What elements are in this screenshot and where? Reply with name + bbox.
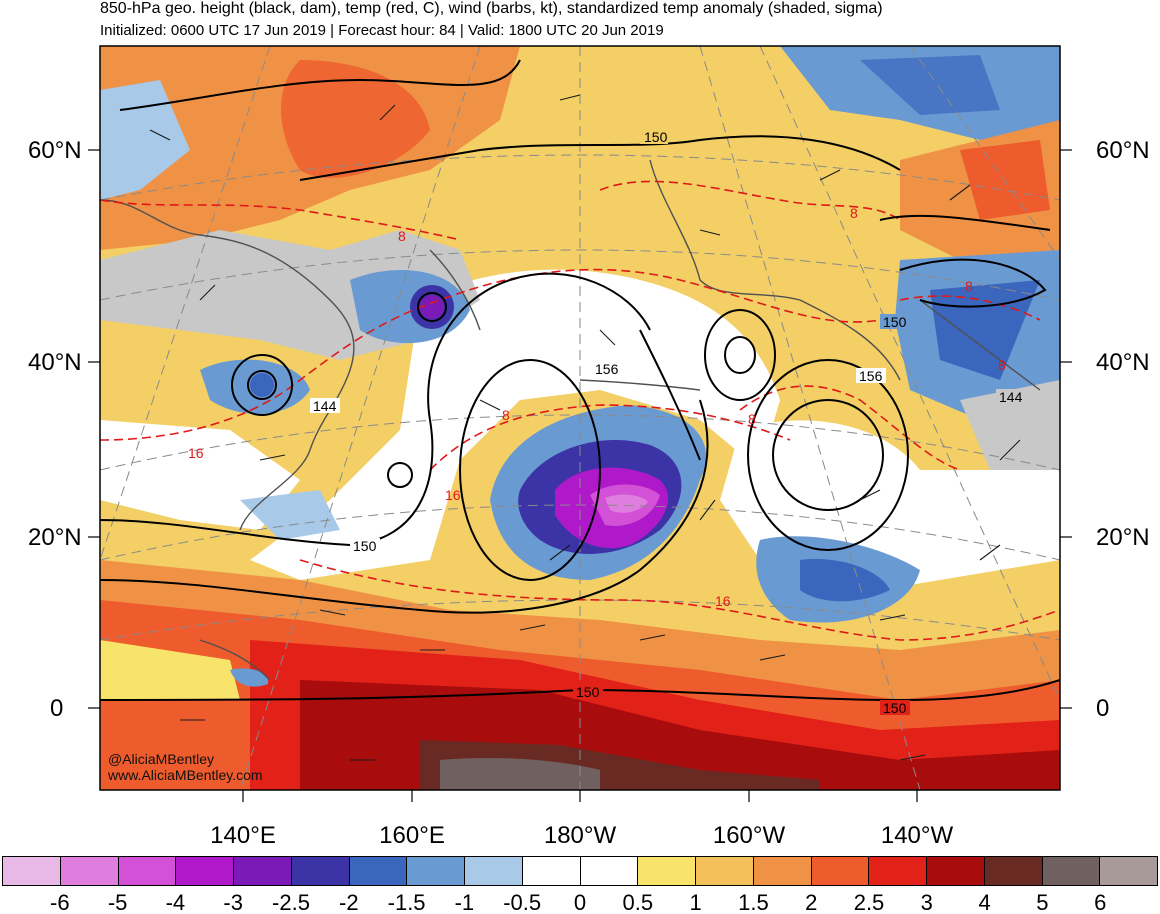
lat-label-60n-right: 60°N: [1096, 137, 1150, 164]
lat-label-20n-left: 20°N: [28, 524, 82, 551]
credit-handle: @AliciaMBentley: [108, 751, 215, 767]
wind-barbs: [149, 94, 1021, 761]
temp-label-8-c: 8: [748, 411, 756, 427]
height-label-150-southeast: 150: [883, 700, 907, 716]
temperature-contours: [100, 180, 1060, 641]
height-label-144-west: 144: [313, 398, 337, 414]
lat-label-0-right: 0: [1096, 695, 1110, 722]
colorbar-tick-label: 0.5: [622, 890, 654, 914]
colorbar-tick-label: -6: [50, 890, 70, 914]
lat-label-0-left: 0: [50, 695, 64, 722]
colorbar-swatch: [118, 857, 177, 885]
colorbar-tick-label: 2: [805, 890, 818, 914]
colorbar-swatch: [580, 857, 639, 885]
anomaly-shading: [100, 46, 1060, 790]
colorbar: [2, 856, 1158, 886]
colorbar-tick-label: -4: [165, 890, 186, 914]
colorbar-swatch: [638, 857, 696, 885]
height-label-150-southwest: 150: [353, 538, 377, 554]
colorbar-swatch: [234, 857, 292, 885]
lat-label-40n-left: 40°N: [28, 349, 82, 376]
colorbar-swatch: [811, 857, 870, 885]
colorbar-tick-label: -5: [107, 890, 128, 914]
temp-label-8-e: 8: [965, 278, 973, 294]
height-label-150-equator: 150: [576, 684, 600, 700]
temp-label-8-a: 8: [398, 228, 406, 244]
lon-label-160w: 160°W: [712, 822, 786, 849]
colorbar-tick-label: 3: [920, 890, 933, 914]
colorbar-tick-label: 2.5: [853, 890, 885, 914]
figure-title: 850-hPa geo. height (black, dam), temp (…: [100, 0, 883, 17]
lat-label-20n-right: 20°N: [1096, 524, 1150, 551]
height-label-144-east: 144: [999, 389, 1023, 405]
colorbar-swatch: [3, 857, 61, 885]
height-label-156-central: 156: [595, 361, 619, 377]
coastlines: [100, 159, 1041, 681]
colorbar-swatch: [349, 857, 408, 885]
colorbar-tick-label: -1: [454, 890, 475, 914]
temp-label-16-c: 16: [715, 593, 731, 609]
colorbar-tick-label: 1: [689, 890, 702, 914]
colorbar-swatch: [696, 857, 754, 885]
colorbar-swatch: [407, 857, 465, 885]
colorbar-swatch: [927, 857, 985, 885]
colorbar-swatch: [176, 857, 234, 885]
lon-label-180w: 180°W: [543, 822, 617, 849]
lat-label-40n-right: 40°N: [1096, 349, 1150, 376]
colorbar-tick-label: -3: [223, 890, 243, 914]
colorbar-swatch: [869, 857, 927, 885]
colorbar-tick-label: 1.5: [738, 890, 769, 914]
height-contours: [100, 59, 1060, 702]
axis-ticks: [88, 149, 1072, 802]
height-label-150-north: 150: [644, 129, 668, 145]
colorbar-swatch: [60, 857, 119, 885]
temp-label-8-b: 8: [502, 407, 510, 423]
figure-subtitle: Initialized: 0600 UTC 17 Jun 2019 | Fore…: [100, 22, 664, 39]
colorbar-tick-label: -2.5: [272, 890, 310, 914]
colorbar-tick-label: 6: [1094, 890, 1107, 914]
colorbar-swatch: [753, 857, 812, 885]
lon-label-160e: 160°E: [379, 822, 445, 849]
colorbar-swatch: [1100, 857, 1157, 885]
height-label-150-northeast: 150: [883, 314, 907, 330]
temp-contour-labels: 8 16 8 16 8 8 8 16 8: [188, 205, 1006, 609]
temp-label-16-a: 16: [188, 445, 204, 461]
temp-label-16-b: 16: [445, 487, 461, 503]
colorbar-tick-label: -2: [339, 890, 359, 914]
lat-label-60n-left: 60°N: [28, 137, 82, 164]
temp-label-8-f: 8: [998, 357, 1006, 373]
colorbar-tick-label: -1.5: [387, 890, 426, 914]
temp-label-8-d: 8: [850, 205, 858, 221]
credit-site: www.AliciaMBentley.com: [108, 767, 263, 783]
colorbar-tick-label: -0.5: [503, 890, 542, 914]
colorbar-swatch: [1042, 857, 1101, 885]
colorbar-swatch: [522, 857, 581, 885]
colorbar-tick-label: 4: [978, 890, 991, 914]
colorbar-tick-label: 5: [1036, 890, 1049, 914]
colorbar-swatch: [465, 857, 523, 885]
lon-label-140e: 140°E: [210, 822, 276, 849]
lon-label-140w: 140°W: [880, 822, 954, 849]
colorbar-swatch: [984, 857, 1043, 885]
colorbar-swatch: [291, 857, 350, 885]
colorbar-tick-label: 0: [573, 890, 587, 914]
height-label-156-east: 156: [859, 368, 883, 384]
height-contour-labels: 150 156 144 150 150 156 150 150 144: [310, 129, 1026, 716]
